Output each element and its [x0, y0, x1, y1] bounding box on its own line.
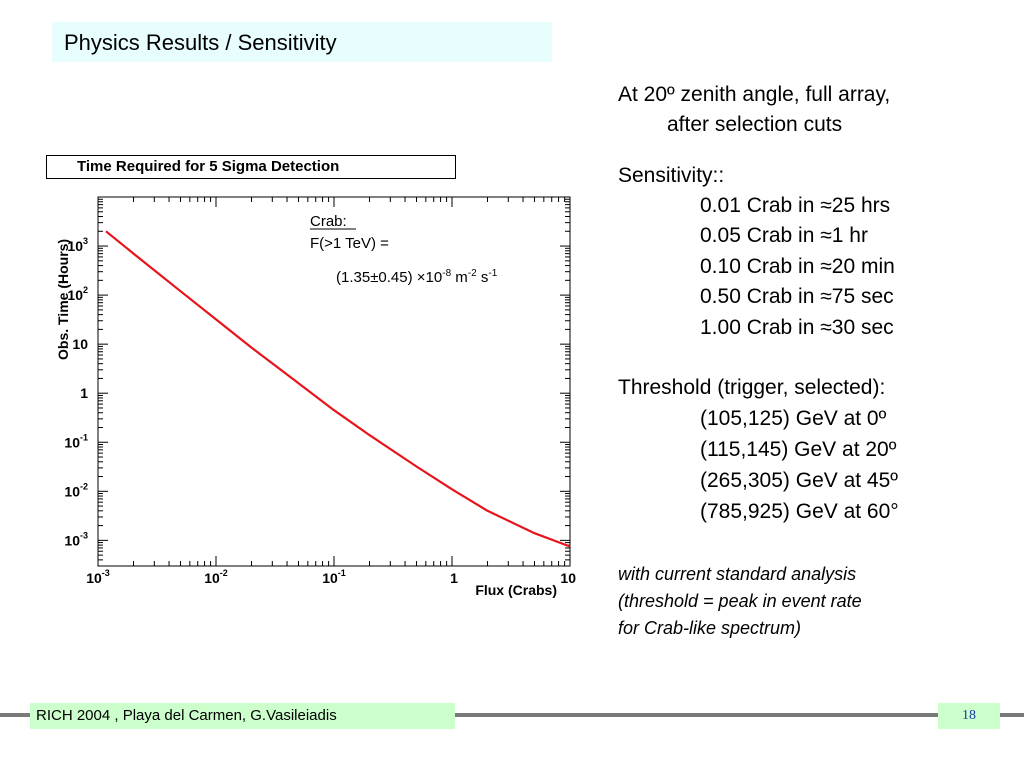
slide-title: Physics Results / Sensitivity: [64, 30, 337, 55]
sensitivity-heading: Sensitivity::: [618, 164, 725, 187]
x-tick-label: 10-1: [322, 568, 346, 586]
crab-flux-value: (1.35±0.45) ×10-8 m-2 s-1: [336, 268, 498, 286]
x-tick-label: 10-2: [204, 568, 228, 586]
y-tick-label: 102: [67, 285, 88, 303]
slide-title-box: Physics Results / Sensitivity: [52, 22, 552, 62]
conditions-line-1: At 20º zenith angle, full array,: [618, 83, 891, 106]
threshold-item: (785,925) GeV at 60°: [700, 500, 899, 523]
x-tick-label: 10: [560, 570, 576, 586]
footer-divider: [0, 713, 1024, 717]
chart-title-box: Time Required for 5 Sigma Detection: [46, 155, 456, 179]
y-tick-label: 10: [72, 336, 88, 352]
crab-annotation-label: Crab:: [310, 213, 347, 230]
crab-flux-label: F(>1 TeV) =: [310, 235, 389, 252]
chart-title: Time Required for 5 Sigma Detection: [77, 158, 340, 175]
threshold-heading: Threshold (trigger, selected):: [618, 376, 886, 399]
sensitivity-item: 0.05 Crab in ≈1 hr: [700, 224, 868, 247]
y-tick-label: 10-2: [64, 481, 88, 499]
x-tick-label: 1: [450, 570, 458, 586]
footer-box: RICH 2004 , Playa del Carmen, G.Vasileia…: [30, 703, 455, 729]
detection-time-curve: [105, 230, 571, 548]
conditions-line-2: after selection cuts: [667, 113, 843, 136]
analysis-note-line: with current standard analysis: [618, 564, 857, 584]
threshold-item: (115,145) GeV at 20º: [700, 438, 897, 461]
sensitivity-item: 0.50 Crab in ≈75 sec: [700, 285, 894, 308]
page-number: 18: [962, 708, 976, 723]
threshold-item: (265,305) GeV at 45º: [700, 469, 898, 492]
analysis-note-line: (threshold = peak in event rate: [618, 591, 862, 611]
sensitivity-item: 1.00 Crab in ≈30 sec: [700, 316, 894, 339]
y-tick-label: 10-1: [64, 432, 88, 450]
threshold-item: (105,125) GeV at 0º: [700, 407, 887, 430]
x-tick-label: 10-3: [86, 568, 110, 586]
y-tick-label: 1: [80, 385, 88, 401]
analysis-note-line: for Crab-like spectrum): [618, 618, 802, 638]
page-number-box: 18: [938, 703, 1000, 729]
y-tick-label: 10-3: [64, 530, 88, 548]
footer-text: RICH 2004 , Playa del Carmen, G.Vasileia…: [36, 707, 337, 724]
sensitivity-item: 0.01 Crab in ≈25 hrs: [700, 194, 891, 217]
plot-area: [97, 196, 571, 567]
y-tick-label: 103: [67, 236, 88, 254]
y-axis-label: Obs. Time (Hours): [55, 239, 71, 360]
x-axis-label: Flux (Crabs): [475, 582, 557, 598]
sensitivity-item: 0.10 Crab in ≈20 min: [700, 255, 895, 278]
